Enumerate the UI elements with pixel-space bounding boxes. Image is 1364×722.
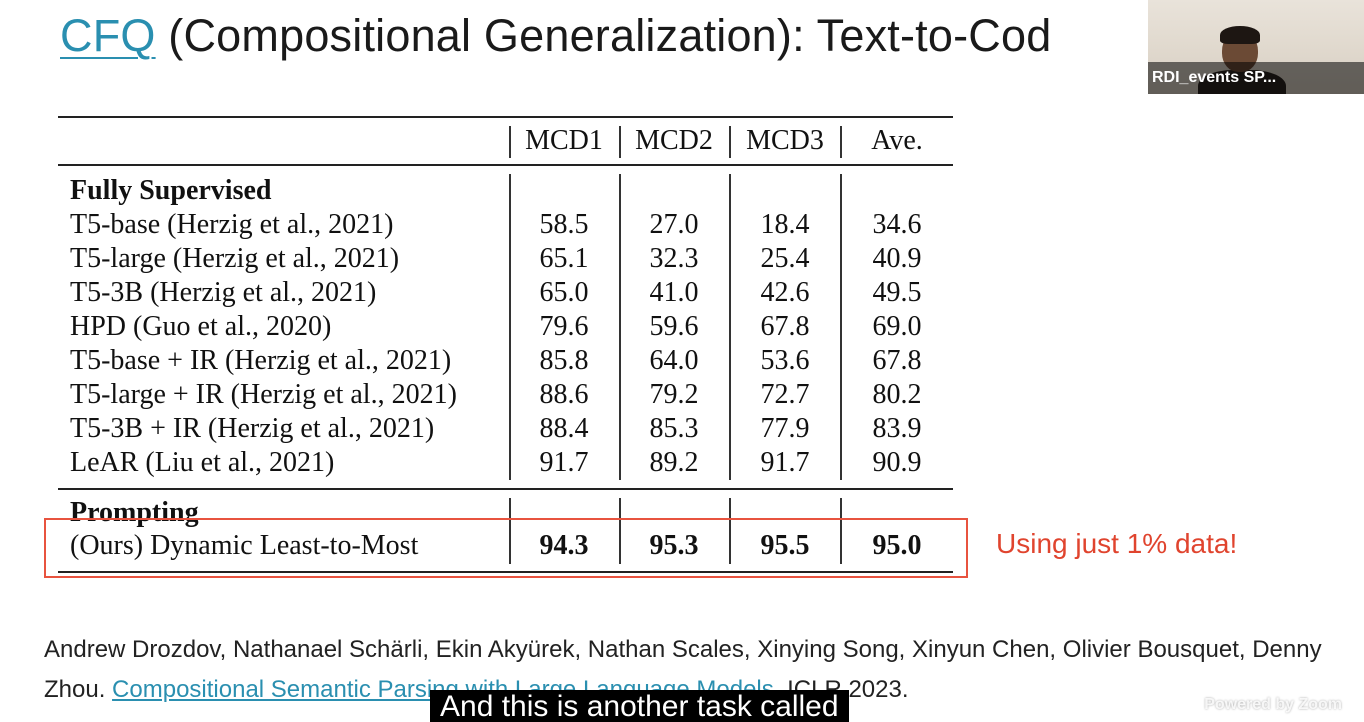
score-cell: 72.7 [760, 379, 810, 410]
table-row: T5-3B (Herzig et al., 2021) 65.0 41.0 42… [58, 276, 953, 310]
column-header: Ave. [871, 125, 923, 156]
score-cell: 67.8 [872, 345, 922, 376]
score-cell: 41.0 [649, 277, 699, 308]
section-heading: Fully Supervised [58, 174, 953, 208]
score-cell: 85.8 [539, 345, 589, 376]
zoom-watermark: Powered by Zoom [1204, 696, 1342, 713]
score-cell: 32.3 [649, 243, 699, 274]
score-cell: 80.2 [872, 379, 922, 410]
score-cell: 79.6 [539, 311, 589, 342]
score-cell: 64.0 [649, 345, 699, 376]
column-separator [619, 498, 621, 564]
score-cell: 58.5 [539, 209, 589, 240]
score-cell: 18.4 [760, 209, 810, 240]
score-cell: 88.6 [539, 379, 589, 410]
score-cell: 94.3 [539, 530, 589, 561]
score-cell: 27.0 [649, 209, 699, 240]
table-row: T5-large (Herzig et al., 2021) 65.1 32.3… [58, 242, 953, 276]
score-cell: 88.4 [539, 413, 589, 444]
score-cell: 40.9 [872, 243, 922, 274]
column-separator [729, 498, 731, 564]
column-header: MCD1 [525, 125, 603, 156]
section-rule [58, 488, 953, 490]
table-row: T5-large + IR (Herzig et al., 2021) 88.6… [58, 378, 953, 412]
score-cell: 65.1 [539, 243, 589, 274]
score-cell: 49.5 [872, 277, 922, 308]
column-separator [619, 174, 621, 480]
score-cell: 89.2 [649, 447, 699, 478]
method-name: LeAR (Liu et al., 2021) [70, 447, 335, 478]
method-name: HPD (Guo et al., 2020) [70, 311, 332, 342]
table-header-rule [58, 164, 953, 166]
score-cell: 95.5 [760, 530, 810, 561]
column-separator [619, 126, 621, 158]
section-heading-label: Fully Supervised [70, 175, 272, 206]
participant-hair [1220, 26, 1260, 44]
column-header: MCD3 [746, 125, 824, 156]
score-cell: 59.6 [649, 311, 699, 342]
table-bottom-rule [58, 571, 953, 573]
column-separator [840, 174, 842, 480]
score-cell: 83.9 [872, 413, 922, 444]
score-cell: 91.7 [760, 447, 810, 478]
score-cell: 67.8 [760, 311, 810, 342]
table-row: T5-base + IR (Herzig et al., 2021) 85.8 … [58, 344, 953, 378]
score-cell: 79.2 [649, 379, 699, 410]
callout-text: Using just 1% data! [996, 528, 1238, 559]
participant-name: RDI_events SP... [1148, 62, 1364, 94]
method-name: T5-3B + IR (Herzig et al., 2021) [70, 413, 435, 444]
column-separator [509, 498, 511, 564]
score-cell: 90.9 [872, 447, 922, 478]
table-row: (Ours) Dynamic Least-to-Most 94.3 95.3 9… [58, 529, 953, 563]
table-header-row: MCD1 MCD2 MCD3 Ave. [58, 124, 953, 158]
score-cell: 69.0 [872, 311, 922, 342]
score-cell: 95.0 [872, 530, 922, 561]
table-row: LeAR (Liu et al., 2021) 91.7 89.2 91.7 9… [58, 446, 953, 480]
method-name: T5-3B (Herzig et al., 2021) [70, 277, 377, 308]
score-cell: 42.6 [760, 277, 810, 308]
cfq-link[interactable]: CFQ [60, 10, 156, 61]
score-cell: 34.6 [872, 209, 922, 240]
slide-title-text: (Compositional Generalization): Text-to-… [155, 10, 1052, 61]
live-caption: And this is another task called [430, 690, 849, 722]
section-heading-label: Prompting [70, 497, 199, 528]
method-name: T5-base (Herzig et al., 2021) [70, 209, 394, 240]
column-separator [840, 126, 842, 158]
score-cell: 25.4 [760, 243, 810, 274]
score-cell: 65.0 [539, 277, 589, 308]
score-cell: 91.7 [539, 447, 589, 478]
column-header: MCD2 [635, 125, 713, 156]
highlight-box [44, 518, 968, 578]
section-heading: Prompting [58, 496, 953, 530]
slide-title: CFQ (Compositional Generalization): Text… [60, 10, 1051, 62]
participant-video-tile[interactable]: RDI_events SP... [1148, 0, 1364, 94]
method-name: T5-large + IR (Herzig et al., 2021) [70, 379, 457, 410]
method-name: T5-base + IR (Herzig et al., 2021) [70, 345, 452, 376]
table-row: T5-3B + IR (Herzig et al., 2021) 88.4 85… [58, 412, 953, 446]
score-cell: 95.3 [649, 530, 699, 561]
method-name: (Ours) Dynamic Least-to-Most [70, 530, 419, 561]
column-separator [509, 126, 511, 158]
table-row: HPD (Guo et al., 2020) 79.6 59.6 67.8 69… [58, 310, 953, 344]
table-top-rule [58, 116, 953, 118]
score-cell: 53.6 [760, 345, 810, 376]
score-cell: 85.3 [649, 413, 699, 444]
column-separator [729, 126, 731, 158]
column-separator [729, 174, 731, 480]
column-separator [840, 498, 842, 564]
citation-authors: Andrew Drozdov, Nathanael Schärli, Ekin … [44, 636, 1322, 703]
method-name: T5-large (Herzig et al., 2021) [70, 243, 400, 274]
table-row: T5-base (Herzig et al., 2021) 58.5 27.0 … [58, 208, 953, 242]
score-cell: 77.9 [760, 413, 810, 444]
column-separator [509, 174, 511, 480]
